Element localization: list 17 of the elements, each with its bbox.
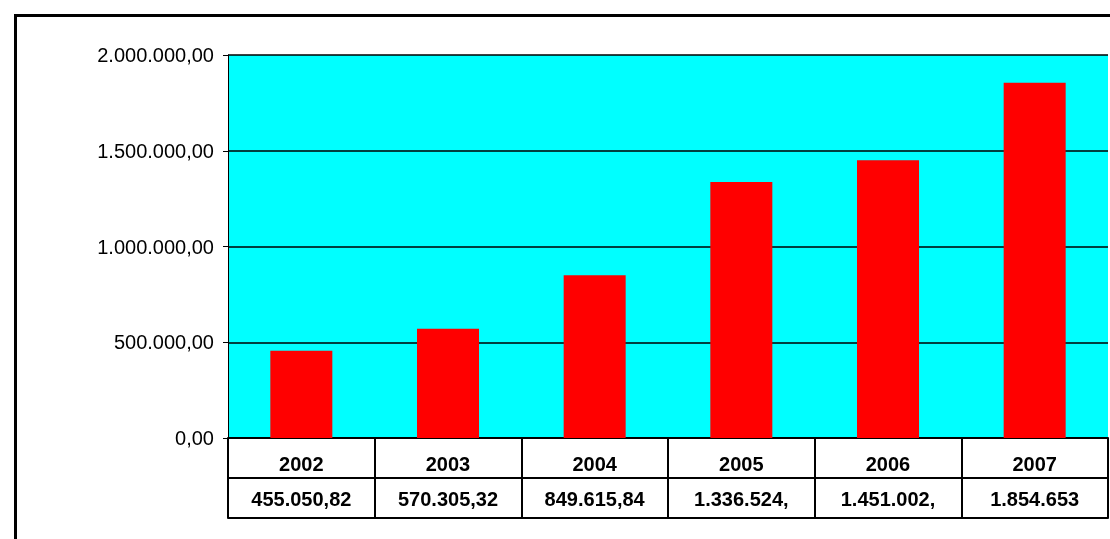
y-tick-label: 2.000.000,00 — [97, 44, 214, 66]
data-label: 1.854.653 — [990, 488, 1080, 510]
x-tick-label: 2006 — [865, 453, 911, 475]
y-tick-label: 1.500.000,00 — [97, 139, 214, 162]
x-tick-label: 2005 — [719, 453, 764, 475]
data-label: 570.305,32 — [397, 488, 499, 510]
x-tick-label: 2003 — [425, 453, 471, 475]
y-tick-label: 500.000,00 — [113, 331, 214, 354]
data-label: 849.615,84 — [544, 488, 646, 510]
x-tick-label: 2002 — [279, 453, 324, 475]
data-label: 1.451.002, — [840, 488, 936, 510]
data-label: 1.336.524, — [694, 488, 789, 510]
data-label: 455.050,82 — [251, 488, 352, 510]
x-tick-label: 2004 — [572, 453, 618, 475]
y-tick-label: 0,00 — [175, 427, 214, 449]
x-tick-label: 2007 — [1012, 453, 1057, 475]
y-tick-label: 1.000.000,00 — [97, 235, 214, 258]
